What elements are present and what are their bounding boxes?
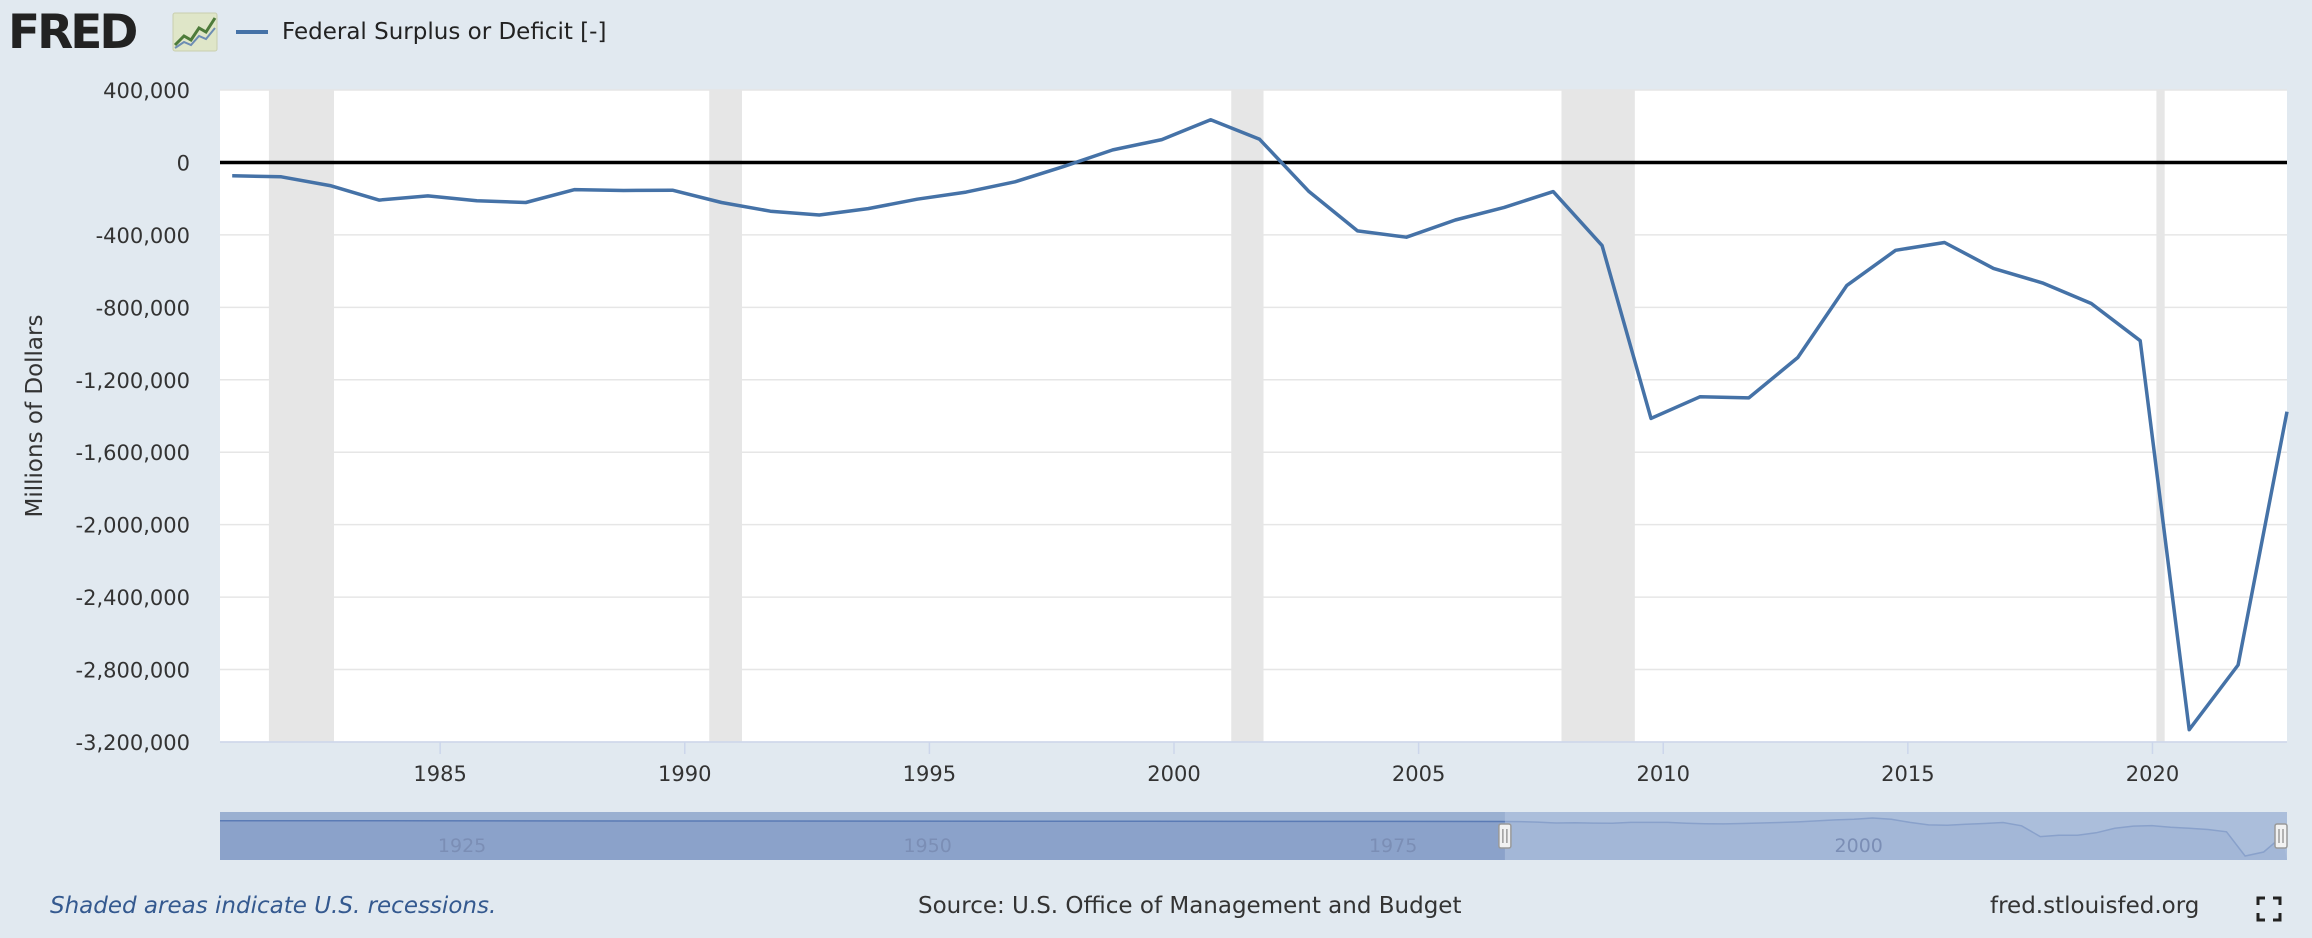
y-tick-label: -400,000: [96, 224, 190, 248]
y-tick-label: -800,000: [96, 296, 190, 320]
navigator-series: [220, 818, 2287, 860]
y-tick-label: 0: [177, 151, 190, 175]
navigator-label: 2000: [1835, 835, 1883, 857]
navigator-handle[interactable]: [1498, 823, 1512, 849]
y-tick-label: -1,600,000: [76, 441, 190, 465]
y-tick-label: -2,000,000: [76, 514, 190, 538]
y-tick-label: -2,800,000: [76, 659, 190, 683]
site-link[interactable]: fred.stlouisfed.org: [1990, 893, 2200, 919]
x-tick-label: 2020: [2126, 762, 2179, 786]
y-tick-label: -2,400,000: [76, 586, 190, 610]
navigator-label: 1925: [438, 835, 486, 857]
y-tick-label: -3,200,000: [76, 731, 190, 755]
recession-note: Shaded areas indicate U.S. recessions.: [50, 893, 497, 919]
logo-chart-icon: [172, 12, 218, 52]
recession-band: [268, 90, 334, 742]
recession-band: [1561, 90, 1635, 742]
recession-band: [2156, 90, 2165, 742]
navigator-label: 1950: [903, 835, 951, 857]
legend-swatch: [236, 30, 268, 34]
x-tick-label: 2015: [1881, 762, 1934, 786]
legend[interactable]: Federal Surplus or Deficit [-]: [236, 14, 606, 50]
y-tick-label: 400,000: [103, 79, 190, 103]
header: FRED Federal Surplus or Deficit [-]: [0, 0, 2312, 70]
fred-logo[interactable]: FRED: [8, 5, 138, 60]
x-tick-label: 2000: [1147, 762, 1200, 786]
recession-band: [1231, 90, 1264, 742]
chart[interactable]: 400,000 0 -400,000 -800,000 -1,200,000 -1,600…: [0, 0, 2312, 880]
recession-band: [709, 90, 743, 742]
fullscreen-icon[interactable]: [2256, 896, 2282, 922]
x-tick-label: 1985: [413, 762, 466, 786]
navigator-selection[interactable]: [1504, 812, 2287, 860]
x-tick-label: 2005: [1392, 762, 1445, 786]
series-line[interactable]: [232, 117, 2289, 732]
x-tick-label: 1990: [658, 762, 711, 786]
y-tick-label: -1,200,000: [76, 369, 190, 393]
legend-label: Federal Surplus or Deficit [-]: [282, 19, 607, 45]
navigator-label: 1975: [1369, 835, 1417, 857]
y-axis-label: Millions of Dollars: [22, 315, 48, 518]
source-text: Source: U.S. Office of Management and Bu…: [918, 893, 1462, 919]
x-tick-label: 2010: [1637, 762, 1690, 786]
x-tick-label: 1995: [903, 762, 956, 786]
navigator-series-line: [219, 817, 2283, 857]
navigator-handle[interactable]: [2274, 823, 2288, 849]
